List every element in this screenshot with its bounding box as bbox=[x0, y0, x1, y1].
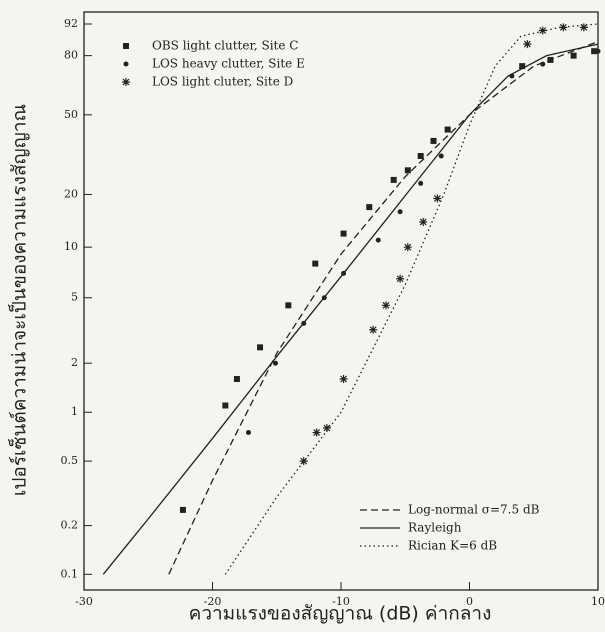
y-tick-label: 0.1 bbox=[61, 567, 79, 580]
y-tick-label: 0.5 bbox=[61, 454, 79, 467]
y-tick-label: 50 bbox=[64, 108, 78, 121]
data-point bbox=[322, 423, 331, 432]
data-point bbox=[417, 153, 424, 160]
data-point bbox=[591, 48, 598, 55]
y-tick-label: 1 bbox=[71, 405, 78, 418]
data-point bbox=[369, 325, 378, 334]
data-point bbox=[523, 40, 532, 49]
data-point bbox=[418, 180, 424, 186]
y-tick-label: 2 bbox=[71, 356, 78, 369]
legend-label: Rician K=6 dB bbox=[408, 539, 497, 553]
data-point bbox=[299, 457, 308, 466]
curve bbox=[168, 40, 599, 575]
data-point bbox=[571, 53, 577, 59]
data-point bbox=[438, 153, 444, 159]
legend-marker bbox=[123, 61, 129, 67]
data-point bbox=[538, 26, 547, 35]
y-tick-label: 20 bbox=[64, 187, 78, 200]
x-axis-label: ความแรงของสัญญาณ (dB) ค่ากลาง bbox=[189, 603, 492, 625]
data-point bbox=[312, 260, 319, 267]
data-point bbox=[245, 430, 251, 436]
data-point bbox=[397, 209, 403, 215]
data-point bbox=[312, 428, 321, 437]
data-point bbox=[272, 360, 278, 366]
data-point bbox=[340, 230, 347, 237]
curve bbox=[224, 23, 599, 575]
data-point bbox=[595, 48, 601, 54]
x-tick-label: 0 bbox=[466, 595, 473, 608]
legend-marker bbox=[123, 43, 129, 49]
data-point bbox=[257, 344, 264, 351]
legend-label: LOS light cluter, Site D bbox=[152, 75, 293, 89]
data-point bbox=[433, 194, 442, 203]
legend-marker bbox=[122, 78, 130, 86]
x-tick-label: -10 bbox=[332, 595, 350, 608]
data-point bbox=[396, 274, 405, 283]
x-tick-label: 10 bbox=[591, 595, 605, 608]
legend-label: Rayleigh bbox=[408, 521, 462, 535]
data-point bbox=[285, 302, 292, 309]
data-point bbox=[444, 126, 451, 133]
y-tick-label: 92 bbox=[64, 17, 78, 30]
data-point bbox=[375, 237, 381, 243]
data-point bbox=[381, 301, 390, 310]
x-tick-label: -20 bbox=[204, 595, 222, 608]
legend-label: Log-normal σ=7.5 dB bbox=[408, 503, 540, 517]
data-point bbox=[419, 217, 428, 226]
curve bbox=[102, 43, 599, 575]
data-point bbox=[403, 243, 412, 252]
x-tick-label: -30 bbox=[75, 595, 93, 608]
y-tick-label: 0.2 bbox=[61, 519, 79, 532]
data-point bbox=[222, 402, 229, 409]
data-point bbox=[404, 167, 411, 174]
legend-label: LOS heavy clutter, Site E bbox=[152, 57, 305, 71]
legend-label: OBS light clutter, Site C bbox=[152, 39, 298, 53]
y-tick-label: 10 bbox=[64, 240, 78, 253]
data-point bbox=[579, 23, 588, 32]
data-point bbox=[339, 375, 348, 384]
data-point bbox=[519, 63, 526, 70]
y-tick-label: 5 bbox=[71, 291, 78, 304]
data-point bbox=[179, 506, 186, 513]
data-point bbox=[366, 204, 373, 211]
data-point bbox=[430, 137, 437, 144]
y-axis-label: เปอร์เซ็นต์ความน่าจะเป็นของความแรงสัญญาณ bbox=[7, 104, 31, 496]
data-point bbox=[559, 23, 568, 32]
data-point bbox=[233, 376, 240, 383]
data-point bbox=[390, 176, 397, 183]
y-tick-label: 80 bbox=[64, 49, 78, 62]
